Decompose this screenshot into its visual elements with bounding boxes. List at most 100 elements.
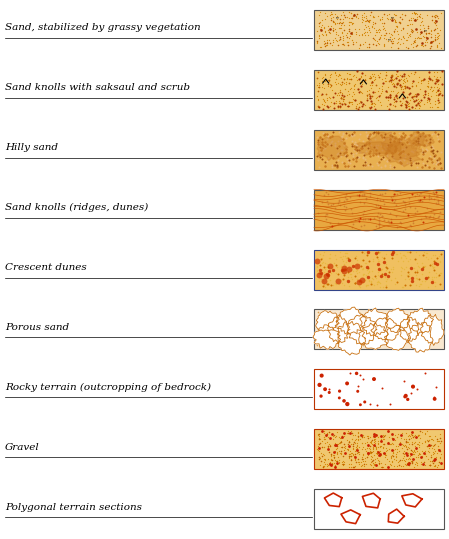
Point (361, 162, 369, 170)
Point (409, 448, 416, 457)
Point (389, 248, 396, 257)
Point (342, 145, 349, 154)
Point (423, 327, 430, 336)
Point (422, 429, 429, 438)
Point (320, 337, 327, 346)
Point (396, 157, 404, 165)
Point (344, 429, 352, 438)
Point (325, 22, 332, 31)
Point (387, 217, 394, 226)
Point (412, 101, 419, 109)
Point (436, 26, 444, 35)
Point (388, 253, 396, 262)
Point (396, 81, 404, 89)
Point (361, 249, 368, 258)
Point (329, 161, 336, 169)
Point (362, 12, 370, 20)
Point (348, 28, 356, 37)
Point (436, 158, 444, 167)
Point (407, 161, 414, 169)
Point (313, 262, 320, 271)
Point (374, 253, 381, 261)
Point (372, 80, 379, 89)
Point (380, 431, 387, 439)
Point (437, 163, 445, 172)
Point (403, 458, 410, 467)
Point (316, 452, 323, 461)
Point (386, 129, 393, 137)
Text: Porous sand: Porous sand (5, 323, 69, 332)
Point (403, 93, 410, 101)
Point (352, 443, 360, 452)
Point (334, 162, 341, 170)
Point (365, 268, 372, 277)
Point (417, 434, 424, 443)
Point (352, 267, 360, 275)
Point (343, 134, 350, 142)
Point (380, 153, 387, 161)
Point (321, 83, 328, 92)
Point (422, 437, 429, 445)
Point (429, 435, 436, 444)
Point (433, 199, 440, 208)
Point (326, 459, 333, 468)
Point (345, 8, 352, 17)
Point (344, 278, 351, 286)
Point (348, 14, 356, 23)
Point (425, 97, 432, 106)
Point (352, 27, 359, 36)
Point (393, 444, 401, 453)
Point (313, 26, 321, 35)
Point (316, 25, 323, 34)
Point (410, 445, 418, 454)
Point (327, 268, 335, 277)
Point (332, 448, 339, 457)
Point (418, 13, 426, 22)
Point (405, 438, 412, 447)
Point (324, 271, 331, 279)
Point (431, 210, 438, 218)
Point (321, 23, 328, 32)
Point (407, 389, 414, 398)
Point (370, 102, 377, 110)
Point (374, 260, 381, 269)
Point (321, 455, 328, 464)
Point (386, 33, 393, 42)
Point (359, 443, 366, 452)
Point (402, 74, 409, 82)
Point (355, 443, 362, 452)
Point (418, 163, 425, 171)
Point (393, 90, 400, 99)
Point (370, 214, 378, 223)
Point (438, 148, 445, 157)
Point (331, 34, 339, 43)
Point (374, 26, 382, 34)
Point (315, 151, 322, 160)
Point (380, 42, 387, 50)
Point (418, 452, 425, 461)
Point (342, 12, 349, 21)
Point (408, 26, 415, 35)
Point (420, 250, 427, 259)
Point (379, 329, 387, 338)
Point (360, 450, 367, 458)
Point (323, 431, 330, 439)
Point (358, 248, 365, 257)
Point (341, 151, 348, 160)
Bar (314, 10, 444, 50)
Point (432, 440, 439, 448)
Point (369, 455, 376, 464)
Point (388, 39, 395, 48)
Point (317, 146, 325, 154)
Point (398, 444, 405, 452)
Point (341, 444, 348, 452)
Point (387, 315, 394, 324)
Point (324, 154, 331, 163)
Point (436, 458, 443, 467)
Point (406, 155, 414, 164)
Point (372, 460, 379, 469)
Point (438, 450, 445, 459)
Point (405, 444, 413, 452)
Point (423, 248, 431, 257)
Point (431, 11, 439, 19)
